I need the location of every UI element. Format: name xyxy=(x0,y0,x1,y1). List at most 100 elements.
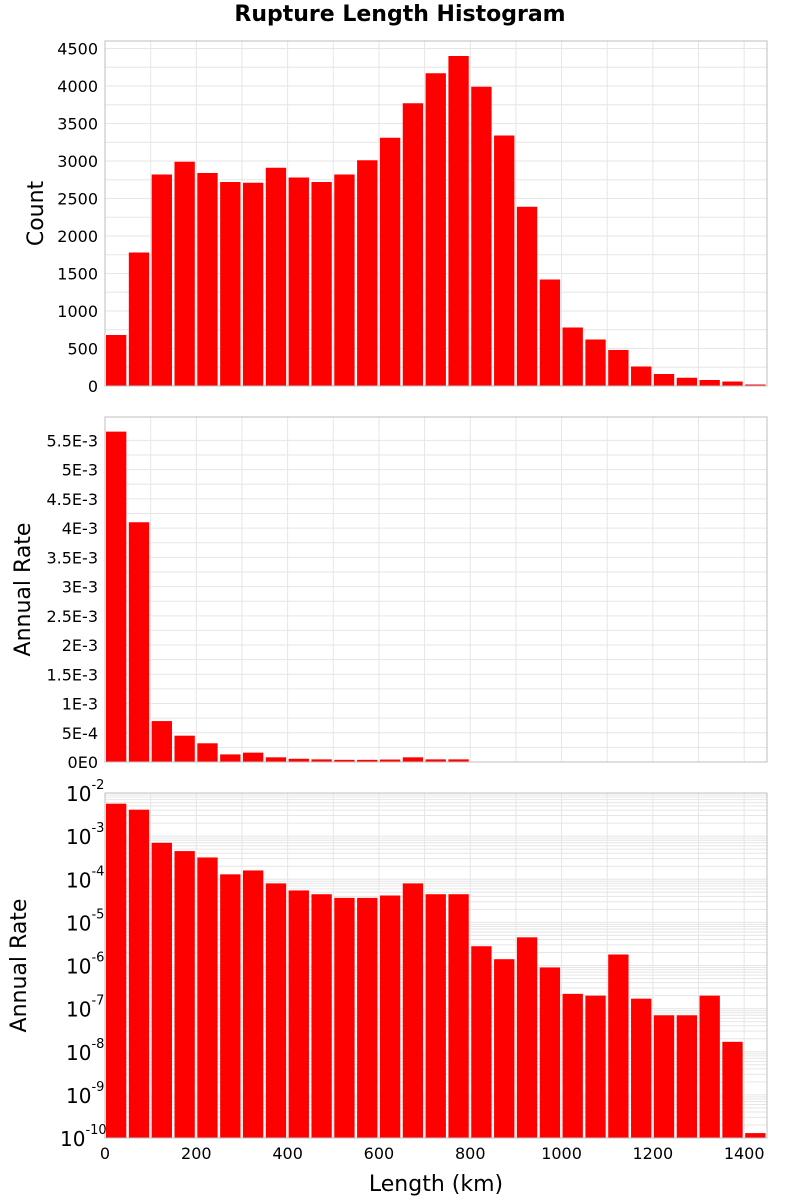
rate-log-bar xyxy=(448,894,469,1138)
count-ytick-label: 3000 xyxy=(57,152,98,171)
count-bar xyxy=(265,167,287,386)
rate-linear-ytick-label: 0E0 xyxy=(68,753,98,772)
count-bar xyxy=(174,161,195,386)
rate-log-bar xyxy=(745,1133,766,1138)
rate-linear-frame xyxy=(104,416,768,763)
rate-linear-bar xyxy=(220,754,241,762)
page-title: Rupture Length Histogram xyxy=(234,2,566,27)
rate-linear-ytick-label: 5.5E-3 xyxy=(46,431,98,450)
rate-log-x-axis-label: Length (km) xyxy=(369,1172,503,1197)
rate-linear-ytick-label: 2E-3 xyxy=(62,636,98,655)
count-bar xyxy=(653,374,675,386)
count-bar xyxy=(288,177,309,386)
count-bar xyxy=(357,160,378,386)
rate-linear-bar xyxy=(425,759,446,762)
count-bar xyxy=(585,339,606,386)
rate-linear-bar xyxy=(174,735,195,762)
count-ytick-label: 500 xyxy=(67,340,98,359)
rate-linear-ytick-label: 2.5E-3 xyxy=(46,607,98,626)
count-bar xyxy=(676,377,698,386)
rate-log-bar xyxy=(128,809,150,1138)
count-bar xyxy=(448,56,469,386)
rate-linear-plot-area xyxy=(105,417,767,762)
rate-log-bar xyxy=(334,897,355,1138)
rate-log-bar xyxy=(562,993,583,1138)
count-bar xyxy=(379,137,401,386)
rate-log-ytick-label: 10-3 xyxy=(66,821,104,849)
rate-log-bar xyxy=(631,998,652,1138)
count-ytick-label: 1500 xyxy=(57,265,98,284)
rate-log-bar xyxy=(516,937,538,1138)
rate-log-bar xyxy=(425,894,446,1138)
rate-linear-bar xyxy=(334,759,355,762)
count-bar xyxy=(494,135,515,386)
rate-log-xtick-label: 400 xyxy=(272,1144,303,1163)
rate-log-bar xyxy=(357,897,378,1138)
rate-linear-bar xyxy=(242,752,264,762)
rate-log-bar xyxy=(242,870,264,1138)
rate-log-ytick-label: 10-9 xyxy=(66,1080,104,1108)
count-bar xyxy=(334,174,355,386)
rate-log-bar xyxy=(220,874,241,1138)
rate-linear-bar xyxy=(197,743,218,762)
rate-log-bar xyxy=(402,883,424,1138)
rate-log-xtick-label: 1200 xyxy=(633,1144,674,1163)
rate-log-bar xyxy=(699,995,720,1138)
count-bar xyxy=(106,335,127,386)
rate-log-bar xyxy=(379,895,401,1138)
rate-log-xtick-label: 1000 xyxy=(541,1144,582,1163)
count-bar xyxy=(699,380,720,386)
count-frame xyxy=(104,40,768,387)
count-bar xyxy=(220,182,241,386)
rate-log-bar xyxy=(311,894,332,1138)
rate-log-xtick-label: 200 xyxy=(181,1144,212,1163)
rate-log-frame xyxy=(104,792,768,1139)
rate-linear-ytick-label: 4.5E-3 xyxy=(46,490,98,509)
rate-linear-bar xyxy=(311,759,332,762)
count-ytick-label: 4500 xyxy=(57,40,98,59)
count-bar xyxy=(151,174,172,386)
count-bar xyxy=(471,86,492,386)
count-ytick-label: 2000 xyxy=(57,227,98,246)
rate-log-bar xyxy=(494,959,515,1138)
rate-log-ytick-label: 10-8 xyxy=(66,1037,104,1065)
rate-log-ytick-label: 10-7 xyxy=(66,994,104,1022)
rate-log-ytick-label: 10-10 xyxy=(60,1123,107,1151)
rate-linear-bar xyxy=(402,757,424,762)
count-bar xyxy=(516,206,538,386)
rate-log-xtick-label: 800 xyxy=(455,1144,486,1163)
rate-linear-bar xyxy=(357,759,378,762)
rate-log-bar xyxy=(265,883,287,1138)
count-ytick-label: 3500 xyxy=(57,115,98,134)
count-y-axis-label: Count xyxy=(24,180,49,246)
count-ytick-label: 1000 xyxy=(57,302,98,321)
count-bar xyxy=(745,384,766,386)
count-bar xyxy=(425,73,446,386)
rate-log-bar xyxy=(174,851,195,1138)
count-bar xyxy=(631,366,652,386)
rate-linear-bar xyxy=(288,758,309,762)
count-ytick-label: 2500 xyxy=(57,190,98,209)
rate-linear-bar xyxy=(265,757,287,762)
rate-linear-ytick-label: 5E-3 xyxy=(62,461,98,480)
rate-linear-bar xyxy=(448,759,469,762)
rate-log-y-axis-label: Annual Rate xyxy=(7,899,32,1033)
count-bar xyxy=(128,252,150,386)
count-bar xyxy=(402,103,424,386)
rate-log-xtick-label: 600 xyxy=(364,1144,395,1163)
rate-log-bar xyxy=(106,803,127,1138)
rate-linear-ytick-label: 3.5E-3 xyxy=(46,548,98,567)
rate-log-bar xyxy=(197,857,218,1138)
rate-log-bar xyxy=(151,842,172,1138)
rate-linear-ytick-label: 1.5E-3 xyxy=(46,665,98,684)
count-bar xyxy=(242,182,264,386)
rate-linear-bar xyxy=(106,431,127,762)
count-bar xyxy=(197,173,218,386)
count-bar xyxy=(562,327,583,386)
count-ytick-label: 0 xyxy=(88,377,98,396)
rate-linear-bar xyxy=(379,759,401,762)
rate-linear-y-axis-label: Annual Rate xyxy=(11,523,36,657)
rate-linear-ytick-label: 1E-3 xyxy=(62,695,98,714)
rate-log-ytick-label: 10-6 xyxy=(66,951,104,979)
